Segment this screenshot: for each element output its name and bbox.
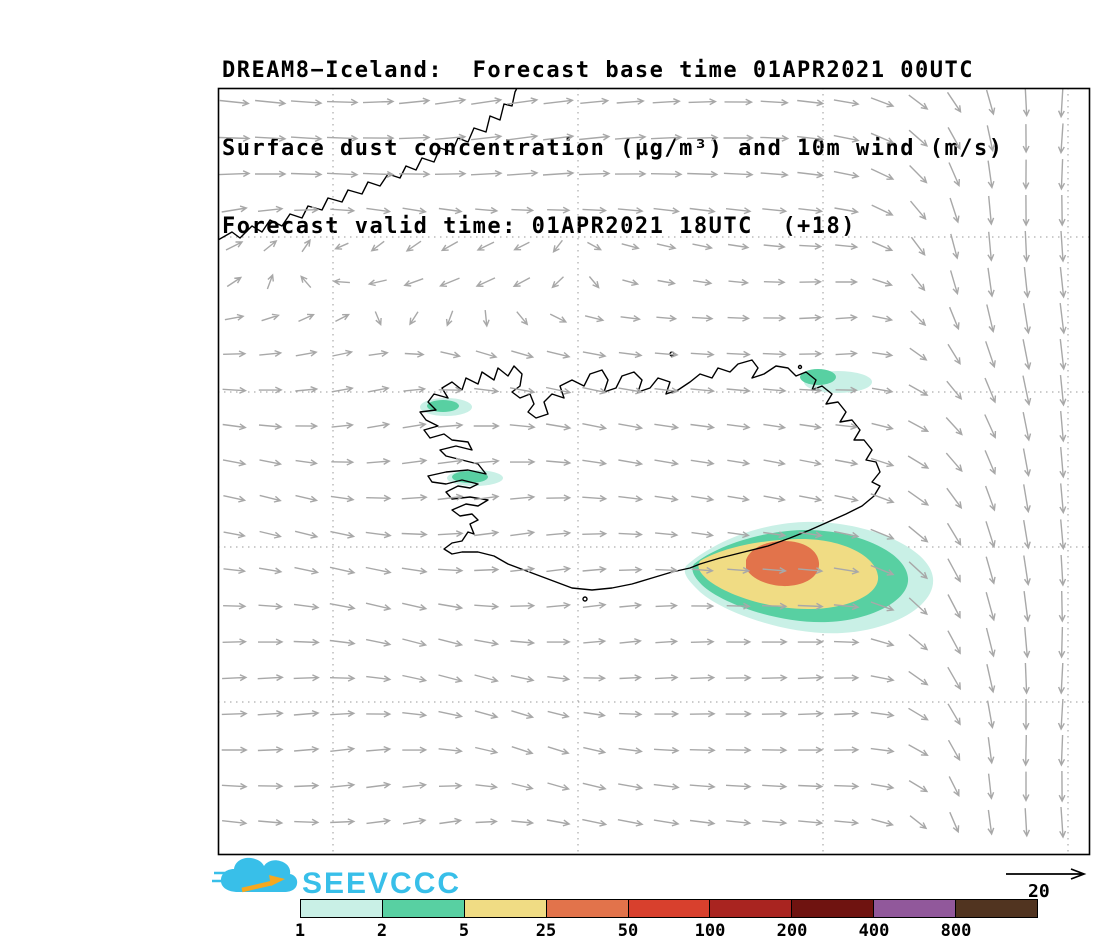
vestmannaeyjar-island: [582, 596, 588, 602]
title-line-2: Surface dust concentration (µg/m³) and 1…: [222, 136, 1004, 161]
colorbar-segment: [301, 900, 383, 917]
wind-reference-value: 20: [1028, 881, 1050, 902]
logo-arrow-head-icon: [269, 875, 285, 886]
colorbar-tick-label: 2: [376, 921, 388, 941]
wind-arrows: [219, 89, 1067, 839]
colorbar-tick-label: 25: [535, 921, 557, 941]
colorbar-segment: [628, 900, 711, 917]
northeast-dust-patch: [800, 369, 836, 385]
title-block: DREAM8−Iceland: Forecast base time 01APR…: [222, 6, 1004, 292]
logo-text: SEEVCCC: [302, 867, 461, 900]
greenland-coastline: [219, 89, 518, 241]
colorbar-tick-label: 800: [940, 921, 972, 941]
colorbar-segment: [710, 900, 793, 917]
iceland-coastline: [419, 359, 881, 591]
colorbar-segment: [546, 900, 629, 917]
colorbar: [300, 899, 1038, 918]
wind-arrow-glyphs: [219, 89, 1067, 839]
colorbar-segment: [792, 900, 875, 917]
logo-arrow-icon: [241, 880, 273, 893]
offshore-islet: [797, 364, 803, 370]
map-border: [217, 87, 1091, 856]
wind-reference-arrow-icon: [1006, 868, 1087, 880]
seevccc-logo: SEEVCCC: [212, 857, 461, 900]
logo-cloud-icon: [220, 857, 298, 892]
colorbar-tick-label: 1: [294, 921, 306, 941]
coastlines: [219, 89, 881, 602]
colorbar-tick-label: 5: [458, 921, 470, 941]
title-line-1: DREAM8−Iceland: Forecast base time 01APR…: [222, 58, 975, 83]
colorbar-tick-label: 400: [858, 921, 890, 941]
colorbar-labels: 1 2 5 25 50 100 200 400 800: [295, 921, 1060, 943]
colorbar-tick-label: 200: [776, 921, 808, 941]
colorbar-tick-label: 50: [617, 921, 639, 941]
colorbar-segment: [464, 900, 547, 917]
graticule: [219, 89, 1089, 854]
wind-reference: 20: [1006, 868, 1087, 902]
colorbar-segment: [956, 900, 1038, 917]
colorbar-segment: [874, 900, 957, 917]
colorbar-tick-label: 100: [694, 921, 726, 941]
plume-level25-region: [746, 541, 820, 587]
title-line-3: Forecast valid time: 01APR2021 18UTC (+1…: [222, 214, 857, 239]
colorbar-segment: [382, 900, 465, 917]
